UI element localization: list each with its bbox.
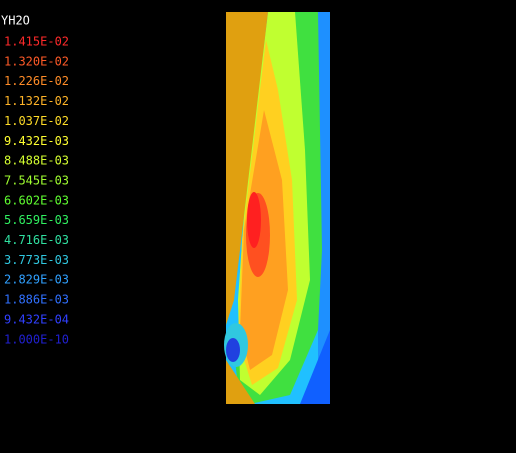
legend-label: 1.886E-03 — [4, 293, 69, 307]
legend-label: 1.226E-02 — [4, 74, 69, 88]
legend-title: YH2O — [1, 14, 30, 28]
legend-label: 3.773E-03 — [4, 253, 69, 267]
red-zone — [247, 192, 261, 248]
bottom-wedge — [226, 360, 255, 404]
blue-blob — [226, 338, 240, 362]
legend-label: 1.132E-02 — [4, 94, 69, 108]
left-wedge — [226, 12, 268, 325]
legend-label: 8.488E-03 — [4, 154, 69, 168]
legend-label: 5.659E-03 — [4, 213, 69, 227]
legend-label: 1.037E-02 — [4, 114, 69, 128]
legend-label: 1.000E-10 — [4, 332, 69, 346]
legend-label: 7.545E-03 — [4, 173, 69, 187]
legend-label: 9.432E-03 — [4, 134, 69, 148]
field-edge — [318, 12, 330, 404]
legend-label: 2.829E-03 — [4, 273, 69, 287]
legend-label: 4.716E-03 — [4, 233, 69, 247]
legend-label: 1.415E-02 — [4, 35, 69, 49]
legend-label: 1.320E-02 — [4, 54, 69, 68]
contour-field — [224, 12, 330, 404]
legend-label: 9.432E-04 — [4, 312, 69, 326]
bottom-blue-zone — [300, 330, 330, 404]
legend-label: 6.602E-03 — [4, 193, 69, 207]
